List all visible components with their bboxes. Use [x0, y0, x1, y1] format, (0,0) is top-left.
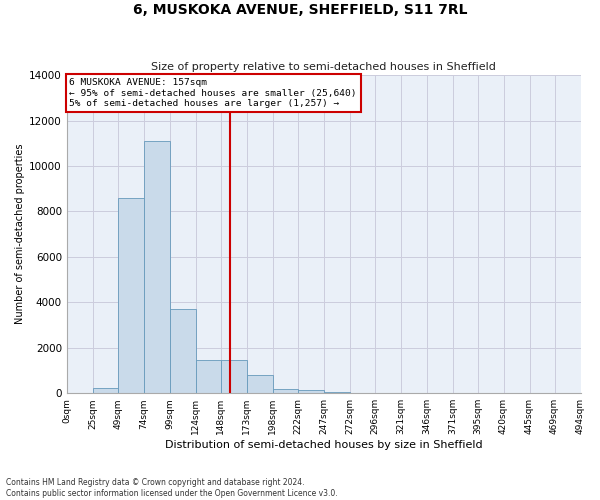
- Bar: [247, 375, 272, 393]
- Bar: [221, 360, 247, 393]
- Bar: [298, 390, 323, 393]
- Bar: [170, 309, 196, 393]
- Bar: [196, 360, 221, 393]
- Bar: [144, 141, 170, 393]
- Text: 6, MUSKOKA AVENUE, SHEFFIELD, S11 7RL: 6, MUSKOKA AVENUE, SHEFFIELD, S11 7RL: [133, 2, 467, 16]
- Bar: [272, 388, 298, 393]
- Y-axis label: Number of semi-detached properties: Number of semi-detached properties: [15, 144, 25, 324]
- Bar: [93, 388, 118, 393]
- Bar: [118, 198, 144, 393]
- X-axis label: Distribution of semi-detached houses by size in Sheffield: Distribution of semi-detached houses by …: [165, 440, 482, 450]
- Text: 6 MUSKOKA AVENUE: 157sqm
← 95% of semi-detached houses are smaller (25,640)
5% o: 6 MUSKOKA AVENUE: 157sqm ← 95% of semi-d…: [70, 78, 357, 108]
- Text: Contains HM Land Registry data © Crown copyright and database right 2024.
Contai: Contains HM Land Registry data © Crown c…: [6, 478, 338, 498]
- Bar: [323, 392, 350, 393]
- Title: Size of property relative to semi-detached houses in Sheffield: Size of property relative to semi-detach…: [151, 62, 496, 72]
